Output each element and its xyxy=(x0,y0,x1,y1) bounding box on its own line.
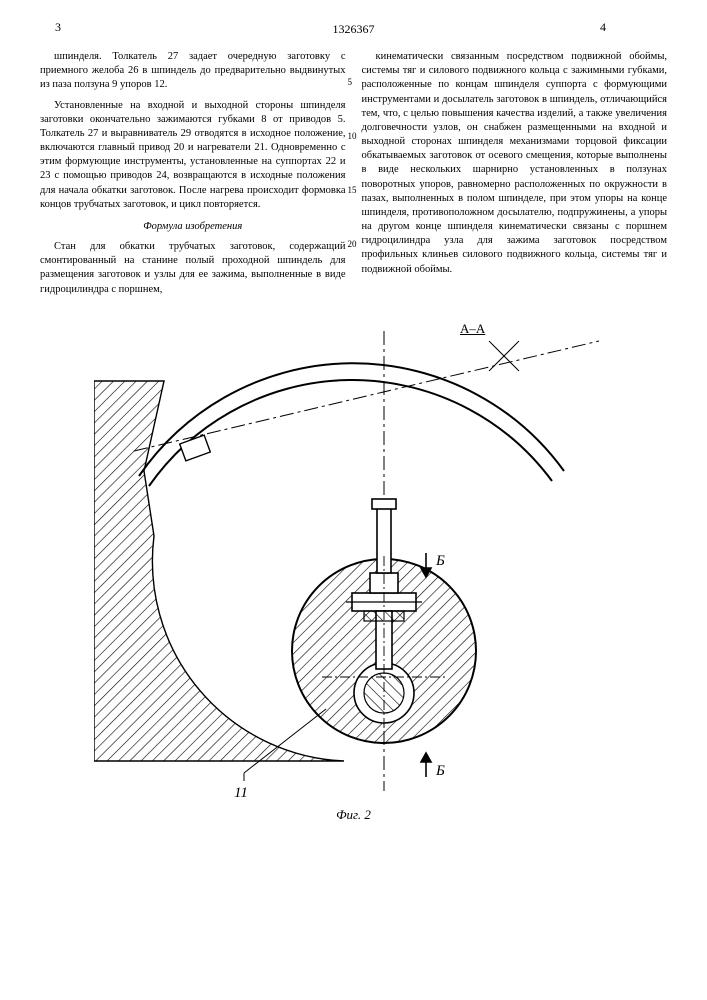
callout-11: 11 xyxy=(234,785,248,801)
left-para-2: Установленные на входной и выходной стор… xyxy=(40,99,346,212)
line-number-marks: 5 10 15 20 xyxy=(348,50,357,251)
right-para-1: кинематически связанным посредством подв… xyxy=(362,50,668,277)
formula-heading: Формула изобретения xyxy=(40,220,346,234)
section-label: А–А xyxy=(460,321,485,337)
line-mark: 5 xyxy=(348,76,357,88)
line-mark: 15 xyxy=(348,184,357,196)
text-columns: шпинделя. Толкатель 27 задает очередную … xyxy=(40,50,667,303)
line-mark: 10 xyxy=(348,130,357,142)
line-mark: 20 xyxy=(348,238,357,250)
left-para-1: шпинделя. Толкатель 27 задает очередную … xyxy=(40,50,346,93)
page-number-left: 3 xyxy=(55,20,61,35)
page-number-right: 4 xyxy=(600,20,606,35)
figure-area: А–А xyxy=(40,321,667,823)
figure-svg: Б Б 11 xyxy=(94,321,614,801)
document-number: 1326367 xyxy=(333,22,375,36)
right-column: 5 10 15 20 кинематически связанным посре… xyxy=(362,50,668,303)
inner-assembly xyxy=(292,499,476,743)
section-mark-top: Б xyxy=(435,553,445,569)
section-mark-bottom: Б xyxy=(435,763,445,779)
left-para-3: Стан для обкатки трубчатых заготовок, со… xyxy=(40,240,346,297)
left-column: шпинделя. Толкатель 27 задает очередную … xyxy=(40,50,346,303)
figure-caption: Фиг. 2 xyxy=(40,807,667,823)
